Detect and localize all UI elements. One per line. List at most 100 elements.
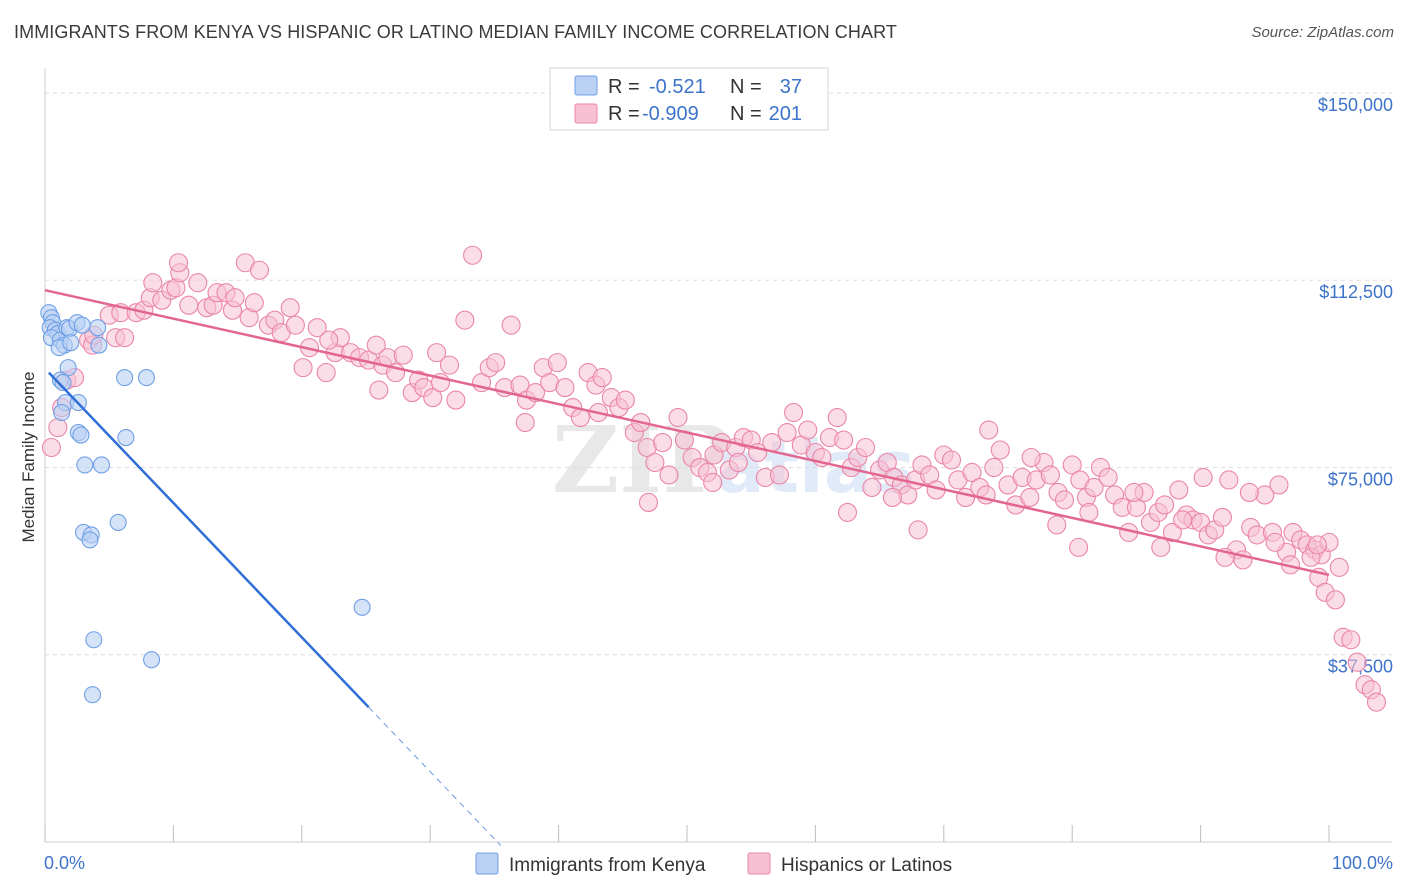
data-point-kenya — [81, 531, 99, 549]
data-point-hispanics — [990, 440, 1010, 460]
y-axis-label: Median Family Income — [19, 371, 38, 542]
data-point-hispanics — [307, 318, 327, 338]
gridlines — [45, 92, 1392, 656]
legend-swatch-kenya — [574, 75, 598, 96]
data-point-hispanics — [728, 452, 748, 473]
data-point-hispanics — [645, 452, 665, 473]
data-point-hispanics — [1069, 537, 1089, 557]
stats-legend: R = -0.521 N = 37 R = -0.909 N = 201 — [549, 67, 829, 131]
data-point-hispanics — [1329, 557, 1349, 577]
data-point-hispanics — [798, 420, 818, 440]
data-point-hispanics — [1341, 630, 1361, 650]
trend-line-hispanics — [44, 288, 1330, 577]
data-point-hispanics — [784, 403, 804, 423]
data-point-hispanics — [1040, 465, 1060, 485]
data-point-hispanics — [316, 363, 336, 383]
data-point-hispanics — [882, 487, 902, 507]
legend-r-value-kenya: -0.521 — [649, 76, 706, 98]
data-point-hispanics — [834, 430, 854, 450]
data-point-hispanics — [439, 355, 460, 375]
data-point-hispanics — [1212, 507, 1232, 527]
data-point-hispanics — [1193, 467, 1213, 488]
data-point-hispanics — [1307, 535, 1327, 555]
data-point-hispanics — [941, 450, 962, 470]
data-point-hispanics — [1219, 470, 1239, 490]
data-point-kenya — [54, 374, 72, 392]
data-point-hispanics — [1047, 515, 1067, 535]
data-point-hispanics — [1124, 482, 1144, 503]
data-point-hispanics — [668, 407, 688, 428]
data-point-hispanics — [455, 310, 475, 330]
legend-n-value-kenya: 37 — [780, 76, 802, 98]
data-point-kenya — [92, 456, 111, 474]
data-point-hispanics — [1062, 455, 1082, 475]
data-point-hispanics — [962, 462, 982, 483]
data-point-kenya — [85, 631, 103, 649]
data-point-kenya — [72, 426, 90, 444]
data-point-kenya — [73, 316, 91, 334]
data-point-hispanics — [280, 298, 300, 318]
data-point-kenya — [90, 336, 108, 354]
legend-r-label-kenya: R = — [608, 76, 640, 98]
data-point-hispanics — [446, 390, 466, 410]
data-point-hispanics — [1079, 502, 1099, 522]
trend-line-kenya — [47, 371, 370, 709]
data-point-hispanics — [615, 390, 635, 410]
x-axis-ticks — [44, 825, 1330, 842]
data-point-hispanics — [1265, 532, 1285, 552]
data-point-hispanics — [979, 420, 999, 440]
data-point-kenya — [53, 404, 71, 422]
trend-lines — [44, 288, 1330, 846]
data-point-hispanics — [319, 330, 339, 350]
data-point-hispanics — [285, 315, 305, 335]
data-point-kenya — [109, 513, 127, 531]
data-point-hispanics — [293, 358, 313, 378]
data-point-hispanics — [244, 293, 264, 313]
data-point-hispanics — [555, 378, 575, 398]
x-tick-label-min: 0.0% — [44, 853, 85, 873]
y-tick-label: $150,000 — [1318, 95, 1393, 115]
y-tick-label: $75,000 — [1328, 469, 1393, 489]
legend-n-label-hispanics: N = — [730, 103, 762, 125]
data-point-hispanics — [393, 345, 413, 365]
data-point-hispanics — [1098, 467, 1118, 488]
bottom-legend-swatch-hispanics — [747, 852, 771, 875]
data-point-hispanics — [1054, 490, 1075, 510]
data-point-kenya — [117, 428, 135, 447]
data-point-hispanics — [366, 335, 386, 355]
data-point-hispanics — [369, 380, 389, 400]
x-tick-label-max: 100.0% — [1332, 853, 1393, 873]
data-point-hispanics — [41, 437, 61, 458]
data-point-hispanics — [249, 260, 269, 280]
data-point-hispanics — [1269, 475, 1289, 495]
data-point-hispanics — [1155, 495, 1175, 515]
data-point-hispanics — [486, 353, 506, 373]
data-point-hispanics — [862, 477, 882, 498]
series-legend: Immigrants from Kenya Hispanics or Latin… — [475, 852, 952, 876]
legend-n-value-hispanics: 201 — [769, 103, 802, 125]
legend-n-label-kenya: N = — [730, 76, 762, 98]
data-point-hispanics — [1366, 692, 1387, 712]
axes — [44, 68, 1392, 843]
series-hispanics-points — [41, 245, 1387, 712]
data-point-hispanics — [547, 353, 567, 373]
data-point-hispanics — [703, 472, 723, 493]
data-point-hispanics — [463, 245, 483, 265]
data-point-hispanics — [653, 432, 673, 453]
data-point-hispanics — [1239, 482, 1259, 503]
data-point-hispanics — [659, 465, 679, 485]
data-point-hispanics — [1020, 487, 1040, 507]
data-point-kenya — [62, 334, 80, 352]
chart-source: Source: ZipAtlas.com — [1251, 24, 1394, 41]
data-point-kenya — [89, 319, 107, 337]
data-point-kenya — [116, 369, 134, 387]
data-point-hispanics — [501, 315, 521, 335]
data-point-hispanics — [115, 328, 135, 348]
data-point-hispanics — [225, 288, 245, 308]
data-point-hispanics — [1021, 447, 1041, 468]
legend-r-value-hispanics: -0.909 — [642, 103, 699, 125]
data-point-kenya — [59, 359, 77, 377]
data-point-hispanics — [908, 520, 928, 540]
chart-title: IMMIGRANTS FROM KENYA VS HISPANIC OR LAT… — [14, 22, 897, 42]
